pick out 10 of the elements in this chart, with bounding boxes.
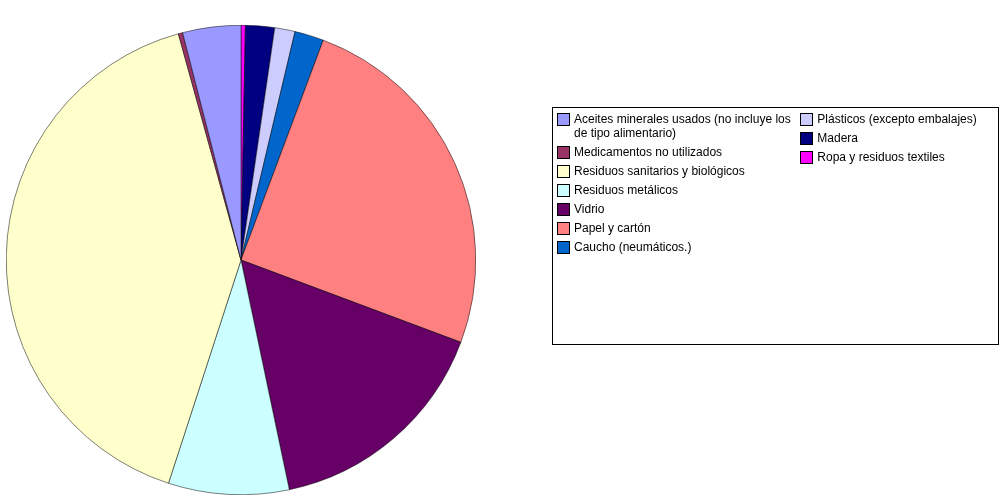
legend-label: Medicamentos no utilizados	[574, 145, 724, 159]
legend-label: Madera	[817, 131, 859, 145]
legend-label: Aceites minerales usados (no incluye los de tipo alimentario)	[574, 112, 792, 140]
legend-label: Ropa y residuos textiles	[817, 150, 946, 164]
legend-label: Plásticos (excepto embalajes)	[817, 112, 978, 126]
legend-label: Residuos metálicos	[574, 183, 680, 197]
legend-label: Papel y cartón	[574, 221, 652, 235]
legend-label: Residuos sanitarios y biológicos	[574, 164, 746, 178]
legend-label: Caucho (neumáticos.)	[574, 240, 693, 254]
legend-label: Vidrio	[574, 202, 606, 216]
